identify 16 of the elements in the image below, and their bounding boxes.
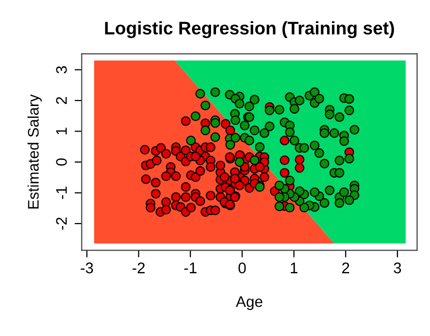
x-axis-title: Age [236,296,262,310]
x-tick-label: 3 [394,262,402,274]
x-tick-label: 1 [290,262,298,274]
x-tick-label: 0 [238,262,246,274]
x-tick-label: -3 [80,262,93,274]
y-tick-label: 1 [56,128,67,134]
y-tick-label: -1 [56,186,67,199]
y-tick-label: 0 [56,158,67,166]
x-tick-label: 2 [342,262,350,274]
y-axis-title: Estimated Salary [28,94,42,209]
x-tick-label: -2 [132,262,145,274]
y-tick-label: 3 [56,66,67,74]
x-tick-label: -1 [184,262,196,274]
chart-title: Logistic Regression (Training set) [105,21,394,38]
y-tick-label: 2 [56,97,67,104]
y-tick-label: -2 [56,218,67,230]
